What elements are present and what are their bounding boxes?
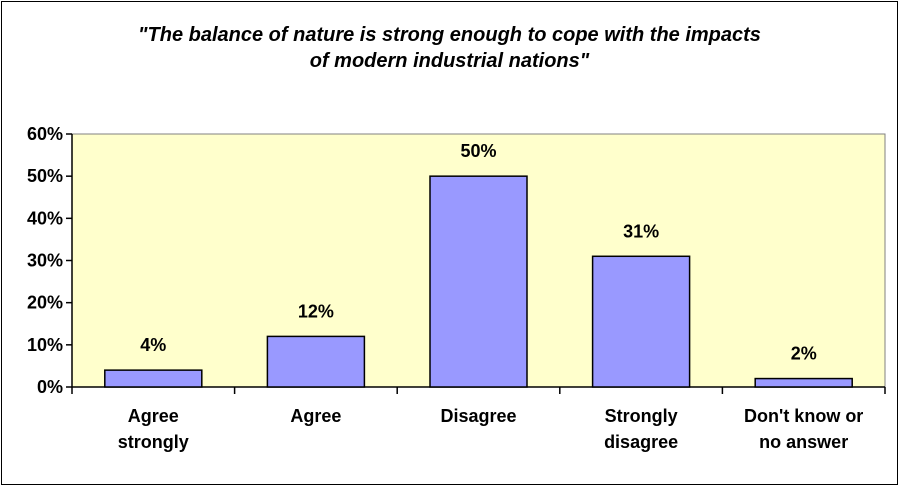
data-label: 4% — [140, 335, 166, 355]
data-label: 2% — [791, 344, 817, 364]
x-category-label: Agree strongly — [78, 403, 228, 455]
bar — [266, 335, 366, 388]
chart-title-line-1: "The balance of nature is strong enough … — [138, 24, 761, 46]
data-label: 31% — [623, 221, 659, 241]
y-tick-label: 60% — [27, 124, 63, 144]
bar — [104, 369, 203, 388]
bar — [429, 175, 528, 388]
x-category-label: Disagree — [404, 403, 554, 429]
chart-title: "The balance of nature is strong enough … — [0, 22, 899, 74]
chart-title-line-2: of modern industrial nations" — [309, 50, 590, 72]
x-category-label-line: Agree — [290, 406, 342, 426]
y-tick-label: 0% — [37, 377, 63, 397]
x-category-label-line: Agree — [127, 406, 179, 426]
x-category-label-line: Strongly — [604, 406, 678, 426]
bar — [591, 255, 691, 388]
y-tick-label: 50% — [27, 166, 63, 186]
x-category-label: Strongly disagree — [566, 403, 716, 455]
x-category-label: Agree — [241, 403, 391, 429]
y-tick-label: 10% — [27, 335, 63, 355]
y-tick-label: 20% — [27, 293, 63, 313]
bar — [754, 377, 853, 388]
y-tick-label: 40% — [27, 208, 63, 228]
x-category-label-line: disagree — [604, 432, 679, 452]
x-category-label-line: strongly — [117, 432, 189, 452]
data-label: 12% — [298, 301, 334, 321]
y-tick-label: 30% — [27, 251, 63, 271]
x-category-label-line: no answer — [759, 432, 849, 452]
x-category-label: Don't know or no answer — [729, 403, 879, 455]
x-category-label-line: Don't know or — [744, 406, 864, 426]
x-category-label-line: Disagree — [440, 406, 517, 426]
data-label: 50% — [460, 141, 496, 161]
